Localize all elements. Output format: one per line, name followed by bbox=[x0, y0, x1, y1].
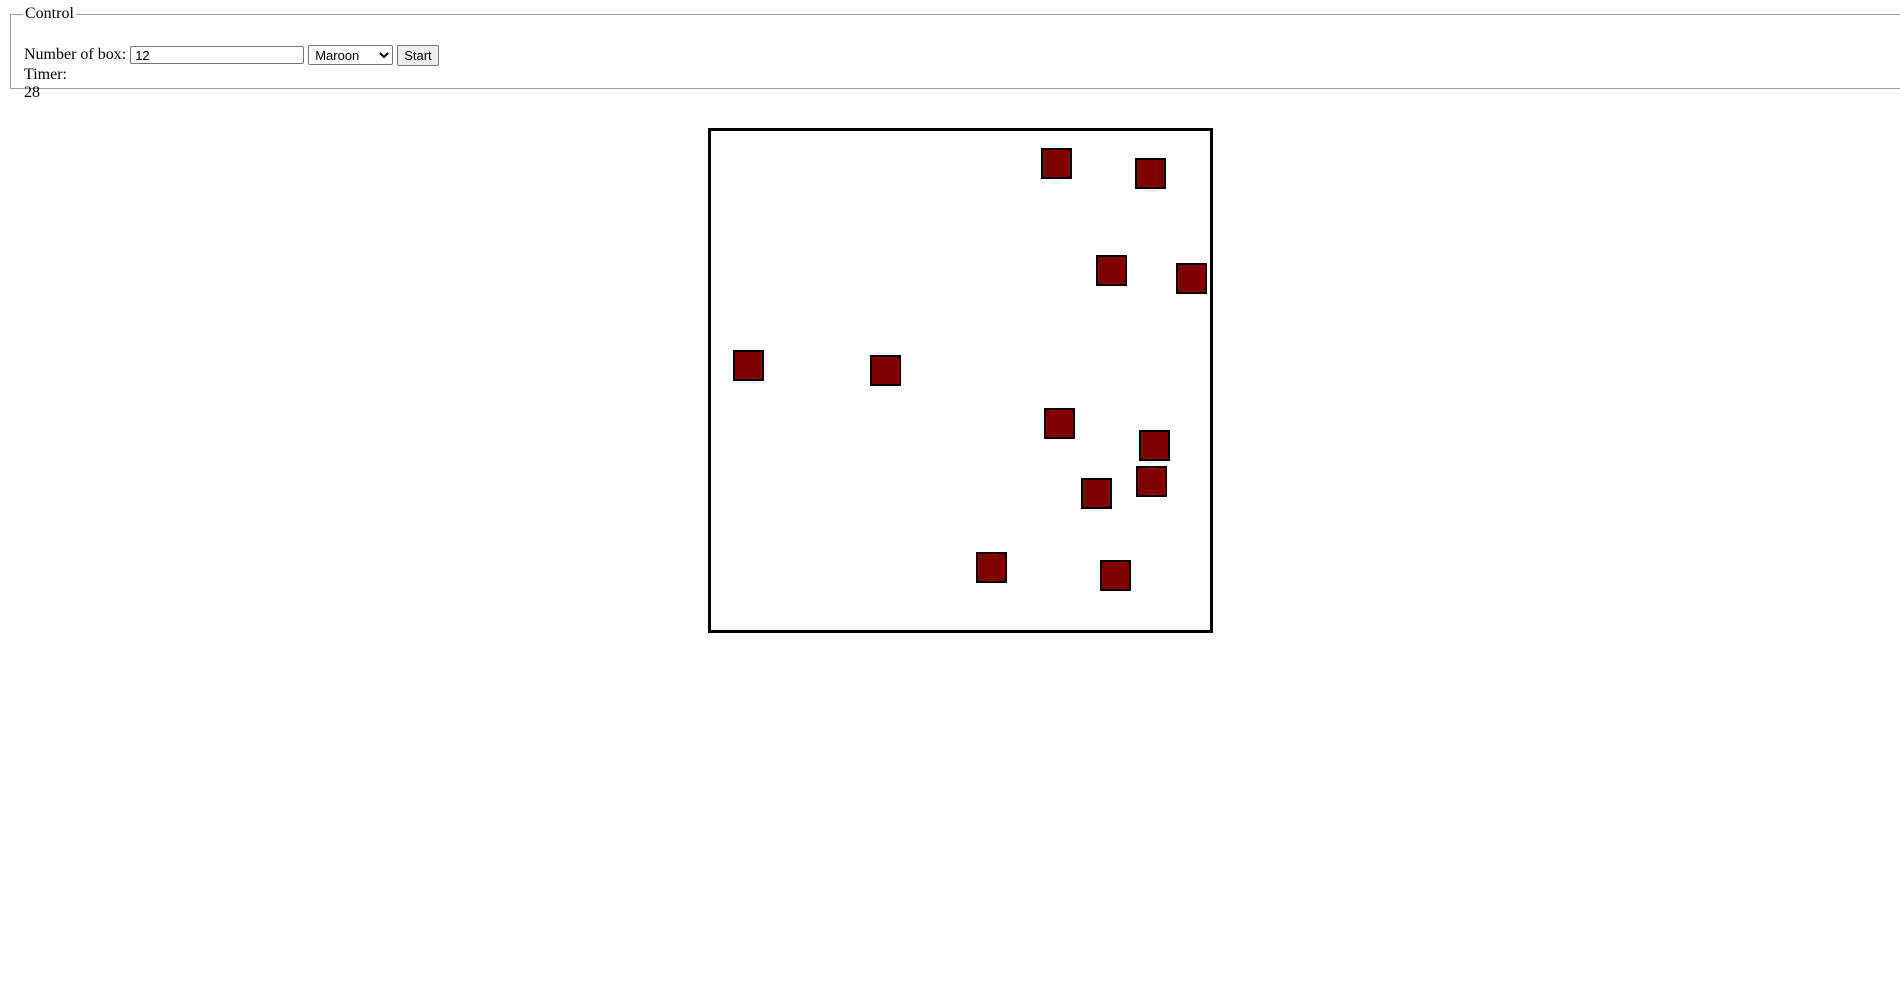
game-arena bbox=[708, 128, 1213, 633]
color-select[interactable]: Maroon bbox=[308, 45, 394, 65]
box[interactable] bbox=[1135, 158, 1166, 189]
box[interactable] bbox=[1081, 478, 1112, 509]
box[interactable] bbox=[1044, 408, 1075, 439]
box[interactable] bbox=[733, 350, 764, 381]
control-panel: Control Number of box: Maroon Start Time… bbox=[10, 5, 1900, 101]
control-row: Number of box: Maroon Start bbox=[24, 44, 439, 66]
number-of-box-input[interactable] bbox=[130, 46, 305, 64]
box[interactable] bbox=[1139, 430, 1170, 461]
number-of-box-label: Number of box: bbox=[24, 46, 127, 63]
control-legend: Control bbox=[25, 5, 74, 22]
box[interactable] bbox=[1096, 255, 1127, 286]
box[interactable] bbox=[1041, 148, 1072, 179]
start-button[interactable]: Start bbox=[397, 44, 439, 66]
box[interactable] bbox=[1176, 263, 1207, 294]
box[interactable] bbox=[870, 355, 901, 386]
box[interactable] bbox=[976, 552, 1007, 583]
timer-value: 28 bbox=[24, 84, 40, 101]
box[interactable] bbox=[1100, 560, 1131, 591]
box[interactable] bbox=[1136, 466, 1167, 497]
timer-label: Timer: bbox=[24, 66, 67, 83]
